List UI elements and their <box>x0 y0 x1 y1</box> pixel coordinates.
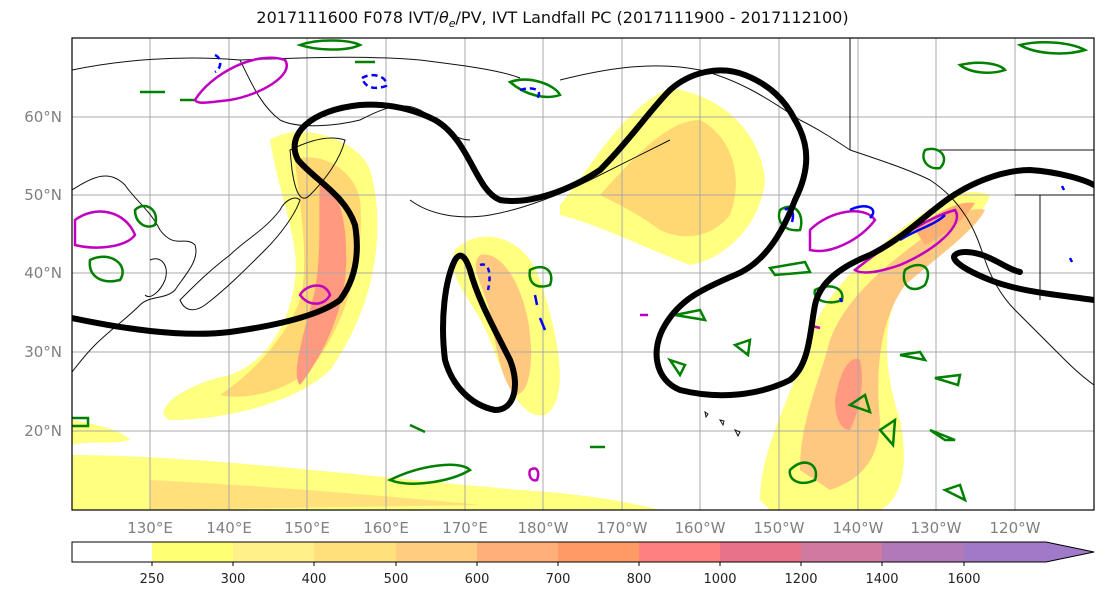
pc-contour-loop <box>440 252 518 413</box>
colorbar: 250 300 400 500 600 700 800 1000 1200 14… <box>71 541 1095 587</box>
cb-tick-label: 1600 <box>947 572 980 587</box>
lon-label: 150°W <box>754 519 805 537</box>
ivt-plume-north-inner <box>600 120 736 237</box>
political-borders <box>849 38 1094 300</box>
lon-label: 140°W <box>833 519 884 537</box>
cb-seg <box>882 542 964 562</box>
ivt-band-bottom-inner <box>150 480 480 510</box>
coast-hawaii <box>704 410 741 438</box>
cb-tick-label: 1400 <box>865 572 898 587</box>
graticule <box>72 38 1094 510</box>
cb-tick-label: 400 <box>302 572 327 587</box>
coast-bc <box>849 149 986 261</box>
ivt-shading <box>72 88 990 510</box>
coast-asia <box>72 175 197 373</box>
cb-seg <box>72 542 152 562</box>
cb-seg <box>801 542 882 562</box>
lon-label: 180°W <box>518 519 569 537</box>
coast-japan <box>179 197 301 311</box>
cb-tick-marks <box>151 562 965 566</box>
cb-seg <box>152 542 233 562</box>
cb-extend-arrow <box>1046 542 1094 562</box>
cb-tick-label: 600 <box>465 572 490 587</box>
pc-contours <box>72 67 1094 413</box>
ivt-plume-central-inner <box>475 254 532 395</box>
lon-label: 150°E <box>284 519 330 537</box>
cb-tick-label: 700 <box>546 572 571 587</box>
coast-korea <box>144 258 167 297</box>
lat-label: 30°N <box>24 343 62 361</box>
lat-label: 20°N <box>24 422 62 440</box>
longitude-labels: 130°E 140°E 150°E 160°E 170°E 180°W 170°… <box>127 519 1040 537</box>
cb-seg <box>558 542 639 562</box>
coast-kamchatka <box>289 137 346 199</box>
lon-label: 160°W <box>675 519 726 537</box>
cb-tick-label: 1000 <box>703 572 736 587</box>
cb-seg <box>477 542 558 562</box>
cb-seg <box>720 542 801 562</box>
lat-label: 60°N <box>24 108 62 126</box>
map-frame <box>71 37 1095 511</box>
latitude-labels: 60°N 50°N 40°N 30°N 20°N <box>24 108 62 440</box>
ivt-plume-east-tip <box>915 202 975 245</box>
chart-title: 2017111600 F078 IVT/θe/PV, IVT Landfall … <box>256 8 849 31</box>
coast-alaska <box>559 65 851 151</box>
cb-tick-label: 800 <box>627 572 652 587</box>
pc-contour-coast <box>951 249 1094 303</box>
lat-label: 50°N <box>24 186 62 204</box>
cb-outline <box>71 541 1095 563</box>
pc-contour-west <box>72 67 1094 399</box>
cb-seg <box>314 542 396 562</box>
lon-label: 140°E <box>206 519 252 537</box>
ivt-plume-west-core <box>296 180 347 385</box>
cb-seg <box>396 542 477 562</box>
cb-tick-label: 250 <box>140 572 165 587</box>
lon-label: 160°E <box>363 519 409 537</box>
cb-tick-label: 1200 <box>784 572 817 587</box>
coast-aleutians <box>409 139 671 218</box>
theta-e-contours <box>72 39 1089 503</box>
lon-label: 130°E <box>127 519 173 537</box>
lon-label: 130°W <box>911 519 962 537</box>
lon-label: 170°W <box>597 519 648 537</box>
cb-seg <box>964 542 1046 562</box>
map-background <box>72 38 1094 510</box>
cb-seg <box>233 542 314 562</box>
ivt-plume-east-core <box>835 359 862 430</box>
coastlines <box>72 56 1094 438</box>
lat-label: 40°N <box>24 264 62 282</box>
cb-tick-label: 500 <box>384 572 409 587</box>
lon-label: 120°W <box>990 519 1041 537</box>
lon-label: 170°E <box>442 519 488 537</box>
cb-tick-label: 300 <box>221 572 246 587</box>
coast-siberia <box>72 56 521 79</box>
cb-seg <box>639 542 720 562</box>
pv-negative-contours <box>214 53 1074 331</box>
